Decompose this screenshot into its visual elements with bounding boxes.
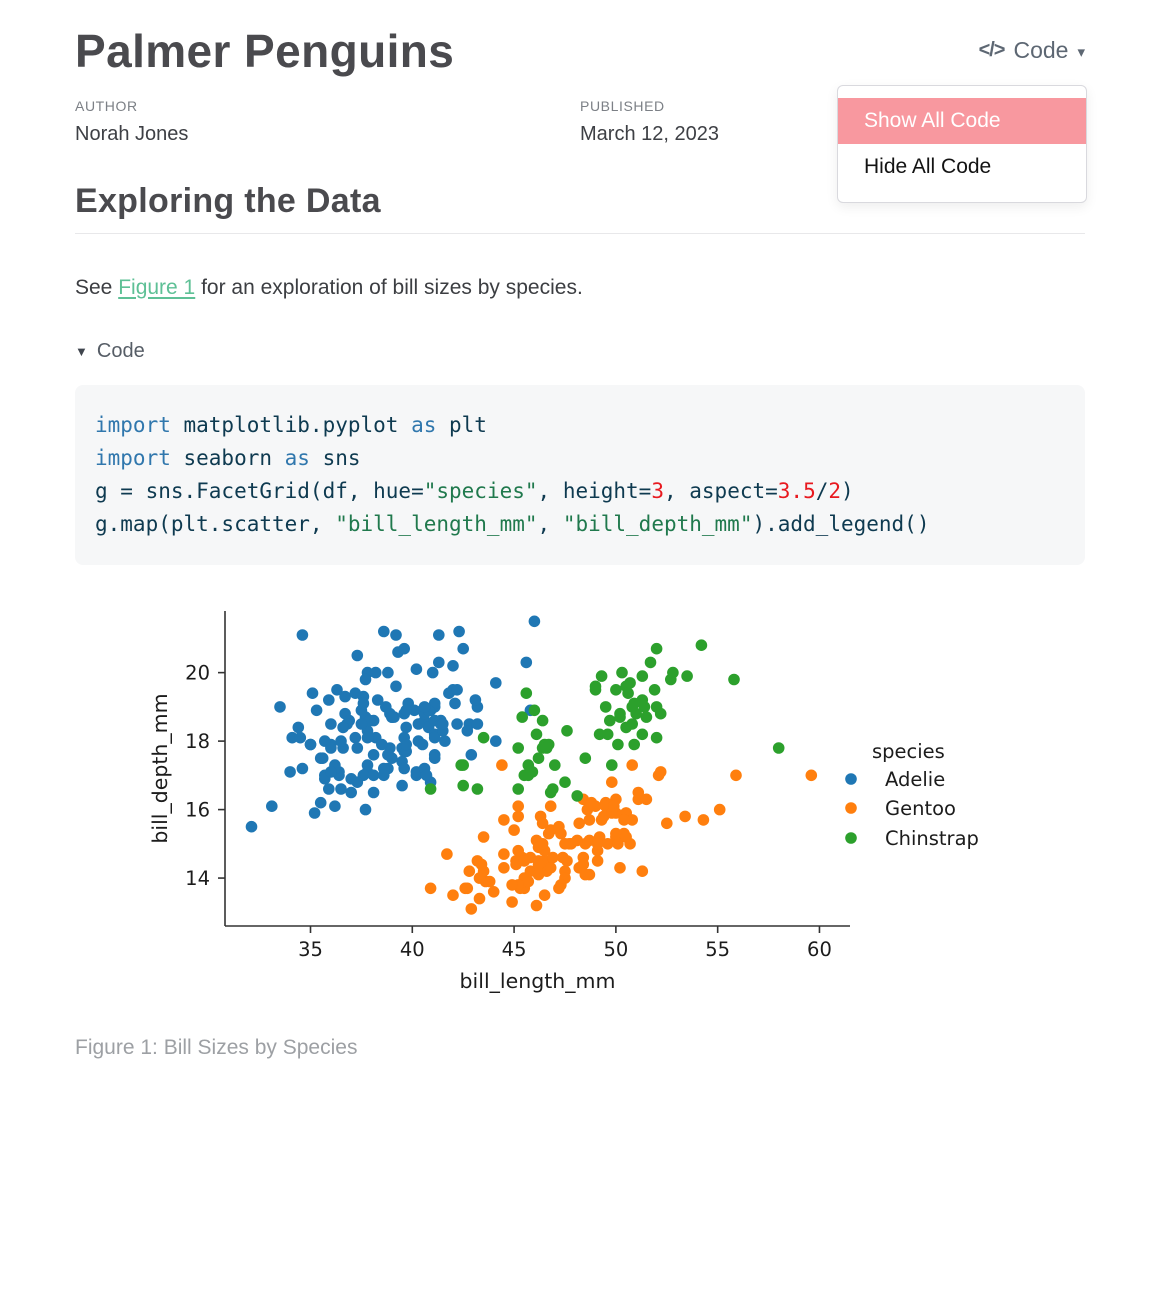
document-page: Palmer Penguins </> Code ▾ Show All Code… xyxy=(75,25,1087,1060)
code-icon: </> xyxy=(978,39,1006,61)
section-heading: Exploring the Data xyxy=(75,181,381,220)
title-row: Palmer Penguins </> Code ▾ Show All Code… xyxy=(75,25,1087,203)
intro-paragraph: See Figure 1 for an exploration of bill … xyxy=(75,276,1085,300)
meta-row: AUTHOR Norah Jones PUBLISHED March 12, 2… xyxy=(75,98,1085,146)
svg-text:20: 20 xyxy=(185,662,210,685)
meta-published: PUBLISHED March 12, 2023 xyxy=(580,98,1085,146)
code-fold-label: Code xyxy=(96,339,145,362)
svg-text:50: 50 xyxy=(603,938,628,961)
svg-text:bill_depth_mm: bill_depth_mm xyxy=(148,693,173,843)
paragraph-text-before: See xyxy=(75,275,119,299)
svg-text:40: 40 xyxy=(400,938,425,961)
svg-text:45: 45 xyxy=(502,938,527,961)
svg-text:Gentoo: Gentoo xyxy=(885,797,956,820)
section-divider xyxy=(75,232,1085,234)
page-title: Palmer Penguins xyxy=(75,25,455,77)
author-label: AUTHOR xyxy=(75,97,138,114)
figure-caption: Figure 1: Bill Sizes by Species xyxy=(75,1035,358,1059)
menu-item-show-all-code[interactable]: Show All Code xyxy=(838,98,1086,144)
paragraph-text-after: for an exploration of bill sizes by spec… xyxy=(195,275,583,299)
meta-author: AUTHOR Norah Jones xyxy=(75,98,580,146)
published-value: March 12, 2023 xyxy=(580,122,719,145)
menu-item-hide-all-code[interactable]: Hide All Code xyxy=(864,155,992,178)
svg-text:species: species xyxy=(872,740,945,763)
svg-text:bill_length_mm: bill_length_mm xyxy=(460,969,616,994)
caret-down-icon: ▾ xyxy=(1077,43,1085,61)
figure-1-link[interactable]: Figure 1 xyxy=(118,275,196,299)
collapse-triangle-icon: ▼ xyxy=(75,343,88,359)
code-menu-label: Code xyxy=(1013,37,1069,63)
code-menu: </> Code ▾ Show All Code Hide All Code xyxy=(837,25,1087,203)
svg-text:Chinstrap: Chinstrap xyxy=(885,827,979,850)
svg-text:60: 60 xyxy=(807,938,832,961)
published-label: PUBLISHED xyxy=(580,97,665,114)
code-lines: import matplotlib.pyplot as plt import se… xyxy=(95,412,930,536)
code-fold-toggle[interactable]: ▼ Code xyxy=(75,340,1085,363)
svg-text:Adelie: Adelie xyxy=(885,768,945,791)
bill-scatter-chart: 35 40 45 50 55 60 14 16 18 20 bill_length_mm bill_d… xyxy=(148,610,979,994)
svg-text:16: 16 xyxy=(185,798,210,821)
svg-text:55: 55 xyxy=(705,938,730,961)
figure-1: 35 40 45 50 55 60 14 16 18 20 bill_length_mm bill_d… xyxy=(75,603,1085,1060)
svg-text:14: 14 xyxy=(185,867,210,890)
code-block: import matplotlib.pyplot as plt import se… xyxy=(75,384,1085,565)
code-dropdown-menu: Show All Code Hide All Code xyxy=(837,85,1087,203)
svg-text:18: 18 xyxy=(185,730,210,753)
svg-text:35: 35 xyxy=(298,938,323,961)
code-menu-button[interactable]: </> Code ▾ xyxy=(979,37,1085,64)
author-value: Norah Jones xyxy=(75,122,189,145)
